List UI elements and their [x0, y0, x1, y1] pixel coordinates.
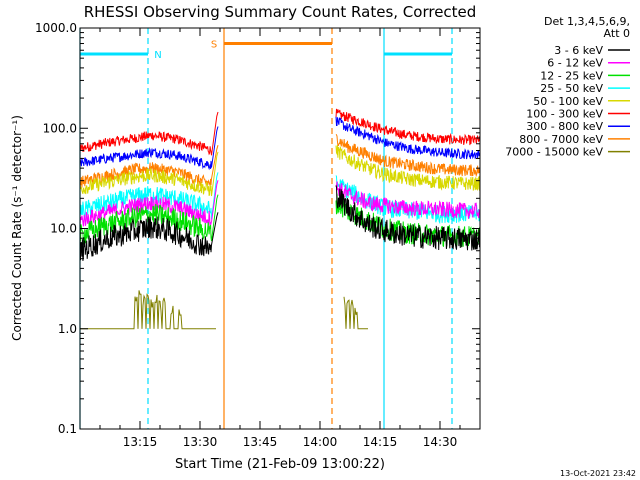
series-trace-8-after [335, 185, 480, 251]
x-axis-label: Start Time (21-Feb-09 13:00:22) [175, 457, 385, 472]
y-tick-label-4: 100.0 [43, 121, 77, 135]
legend-header-line-1: Det 1,3,4,5,6,9, [544, 15, 630, 28]
series-trace-4-before [79, 151, 219, 197]
flag-label-s: S [211, 40, 217, 51]
legend-header-line-2: Att 0 [604, 27, 630, 40]
series-trace-2-before [79, 126, 219, 171]
legend-label-5: 50 - 100 keV [533, 95, 603, 108]
y-tick-label-2: 1.0 [58, 322, 77, 336]
legend-label-4: 25 - 50 keV [540, 82, 603, 95]
x-axis: 13:15 13:30 13:45 14:00 14:15 14:30 [79, 28, 481, 449]
legend-label-9: 7000 - 15000 keV [505, 146, 603, 159]
x-tick-label-5: 14:15 [363, 435, 398, 449]
y-axis: 0.1 1.0 10.0 100.0 1000.0 [35, 21, 480, 436]
legend-label-3: 12 - 25 keV [540, 69, 603, 82]
legend-label-2: 6 - 12 keV [547, 57, 603, 70]
y-tick-label-3: 10.0 [50, 222, 77, 236]
series-trace-7-before [79, 194, 219, 244]
x-tick-label-4: 14:00 [303, 435, 338, 449]
y-tick-label-1: 0.1 [58, 422, 77, 436]
series-trace-8-before [79, 212, 219, 261]
y-axis-label: Corrected Count Rate (s⁻¹ detector⁻¹) [10, 115, 24, 341]
series-trace-1-after [335, 108, 480, 146]
legend-label-7: 300 - 800 keV [526, 120, 603, 133]
series-trace-3-after [335, 134, 480, 178]
series-trace-4-after [335, 144, 480, 191]
chart-title: RHESSI Observing Summary Count Rates, Co… [84, 3, 477, 21]
flag-label-n: N [154, 50, 161, 61]
legend-label-6: 100 - 300 keV [526, 108, 603, 121]
x-tick-label-1: 13:15 [123, 435, 158, 449]
x-tick-label-3: 13:45 [243, 435, 278, 449]
x-tick-label-6: 14:30 [423, 435, 458, 449]
series-trace-2-after [335, 116, 480, 160]
generated-timestamp: 13-Oct-2021 23:42 [560, 469, 636, 478]
legend-label-8: 800 - 7000 keV [519, 133, 603, 146]
x-tick-label-2: 13:30 [183, 435, 218, 449]
series-trace-1-before [79, 111, 219, 156]
background-counts-trace-2 [343, 296, 368, 330]
background-counts-trace-1 [80, 290, 216, 330]
legend-label-1: 3 - 6 keV [554, 44, 603, 57]
plot-area: NS [79, 28, 480, 429]
series-trace-6-after [335, 181, 480, 219]
series-trace-3-before [79, 145, 219, 189]
y-tick-label-5: 1000.0 [35, 21, 77, 35]
